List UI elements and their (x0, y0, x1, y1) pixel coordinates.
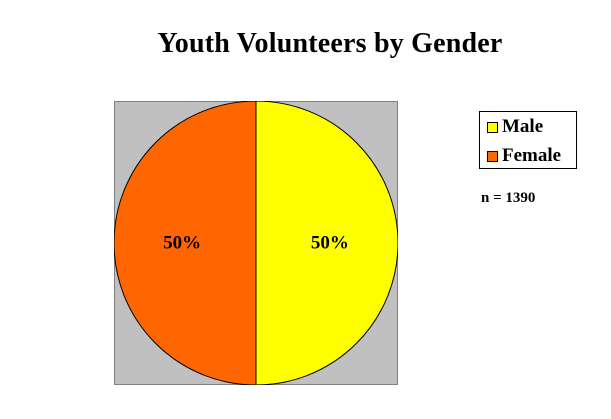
pie-slice-male (255, 100, 399, 386)
pie-slices (113, 100, 399, 386)
pie-plot-area: 50% 50% (113, 100, 399, 386)
pie-chart: 50% 50% (113, 100, 399, 386)
legend-label-male: Male (502, 116, 544, 137)
chart-title: Youth Volunteers by Gender (157, 28, 503, 59)
sample-size-note: n = 1390 (481, 190, 536, 206)
legend-label-female: Female (502, 145, 562, 166)
legend-swatch-female (487, 150, 498, 162)
legend-item-male: Male (487, 117, 543, 137)
pie-label-female: 50% (163, 233, 201, 254)
legend: Male Female (479, 111, 577, 169)
pie-labels: 50% 50% (163, 233, 349, 254)
pie-slice-female (113, 100, 257, 386)
legend-item-female: Female (487, 146, 561, 166)
pie-label-male: 50% (311, 233, 349, 254)
legend-swatch-male (487, 121, 498, 133)
